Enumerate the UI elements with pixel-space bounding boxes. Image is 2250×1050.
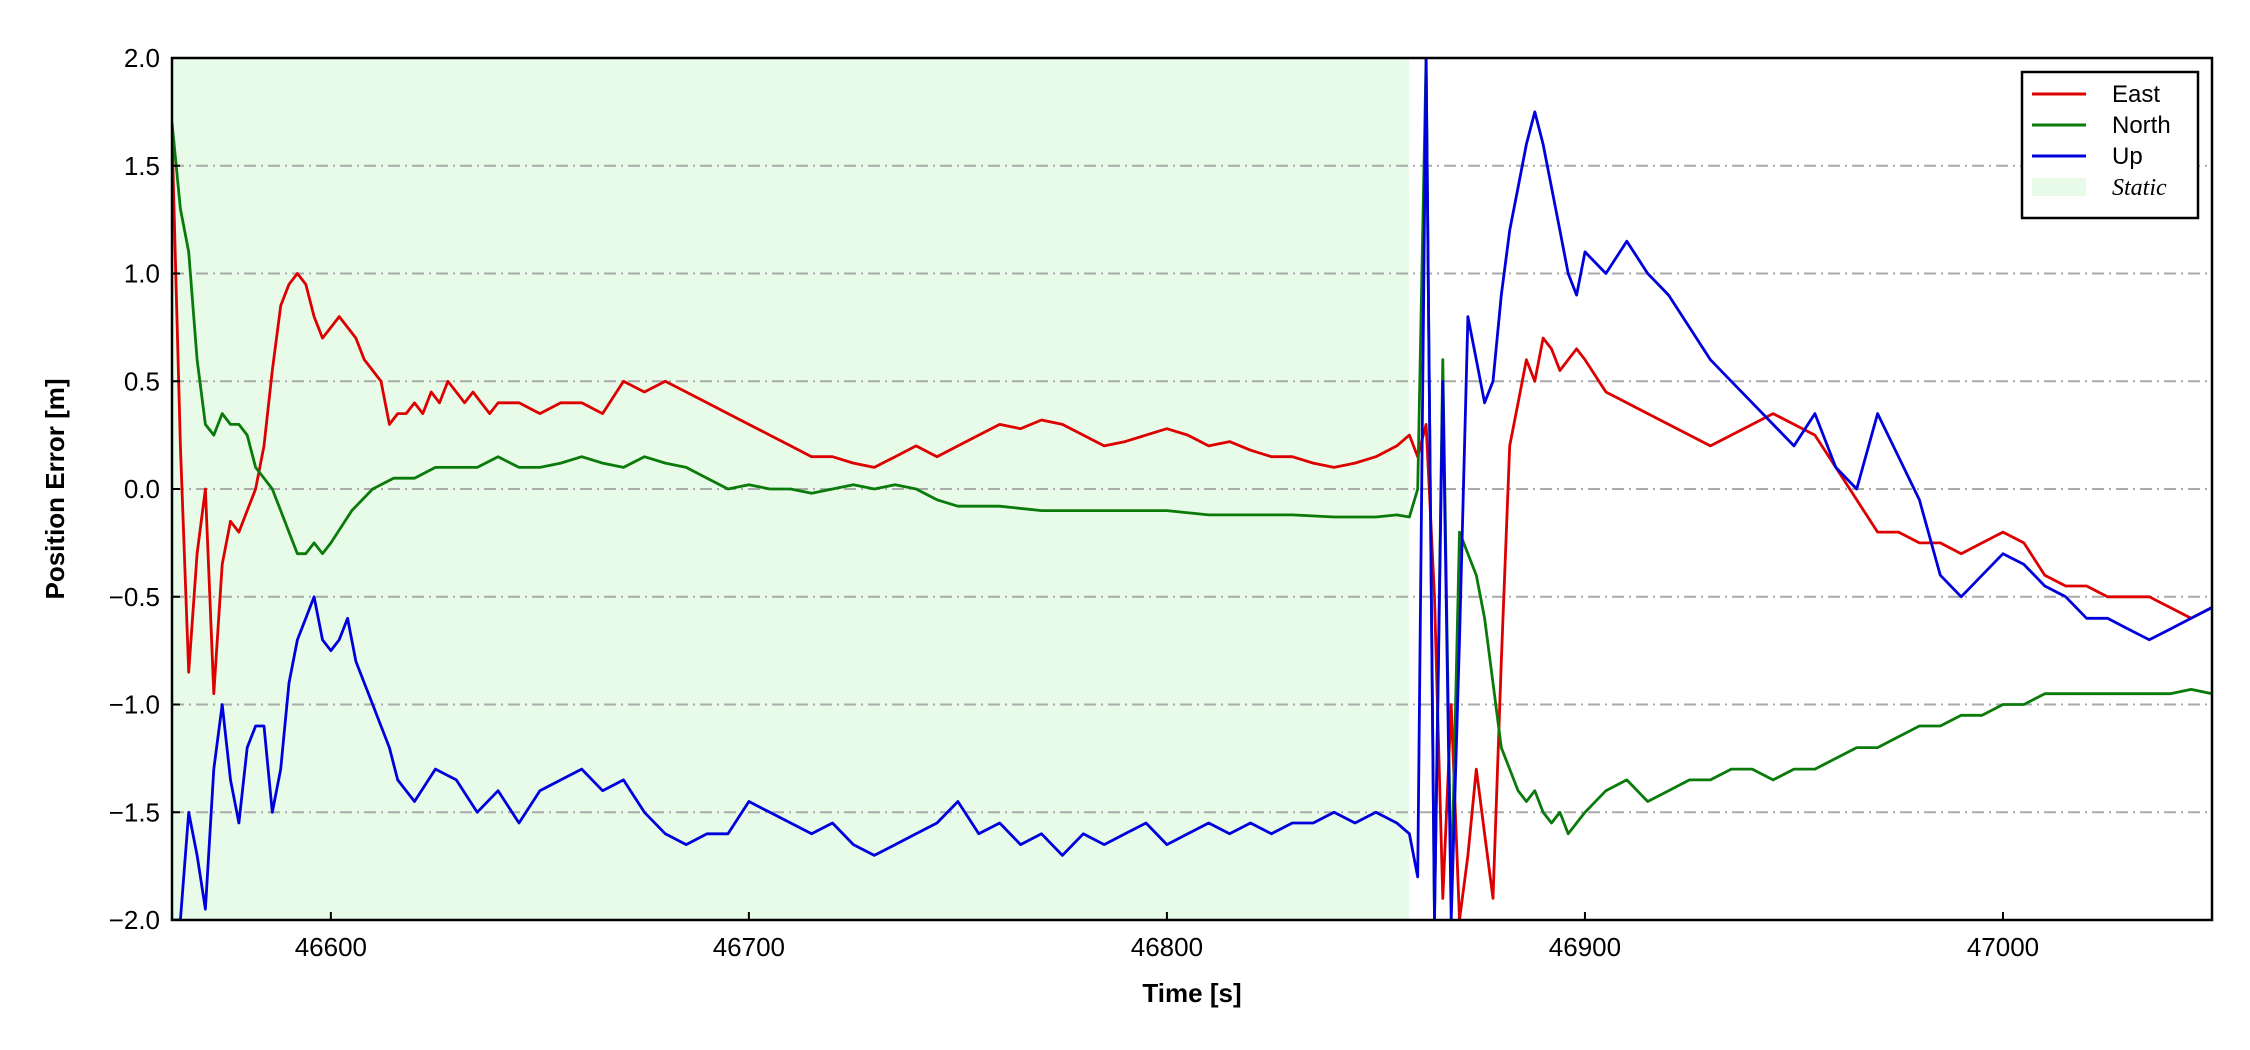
y-tick-label: −0.5 xyxy=(109,582,160,612)
axis-ticks: 2.0 1.5 1.0 0.5 0.0 −0.5 −1.0 −1.5 −2.0 46600 4670… xyxy=(109,43,2039,962)
legend-label-static: Static xyxy=(2112,175,2167,201)
y-tick-label: 1.5 xyxy=(124,151,160,181)
y-tick-label: 0.5 xyxy=(124,366,160,396)
series-line-up xyxy=(172,58,2212,920)
series-line-north xyxy=(172,58,2212,920)
x-tick-label: 46900 xyxy=(1549,932,1621,962)
y-tick-label: −1.0 xyxy=(109,690,160,720)
x-axis-title: Time [s] xyxy=(1142,978,1241,1008)
y-tick-label: 1.0 xyxy=(124,259,160,289)
legend-swatch-static xyxy=(2032,178,2086,196)
legend: East North Up Static xyxy=(2020,70,2200,220)
y-tick-label: −2.0 xyxy=(109,905,160,935)
series-line-east xyxy=(172,133,2212,920)
x-tick-label: 46800 xyxy=(1131,932,1203,962)
grid-lines xyxy=(172,164,2212,814)
legend-label-east: East xyxy=(2112,81,2160,108)
y-tick-label: 2.0 xyxy=(124,43,160,73)
legend-label-north: North xyxy=(2112,112,2171,139)
y-axis-title: Position Error [m] xyxy=(40,378,70,599)
legend-label-up: Up xyxy=(2112,143,2143,170)
x-tick-label: 46600 xyxy=(295,932,367,962)
y-tick-label: 0.0 xyxy=(124,474,160,504)
series-lines xyxy=(172,58,2212,920)
x-tick-label: 46700 xyxy=(713,932,785,962)
x-tick-label: 47000 xyxy=(1967,932,2039,962)
y-tick-label: −1.5 xyxy=(109,797,160,827)
